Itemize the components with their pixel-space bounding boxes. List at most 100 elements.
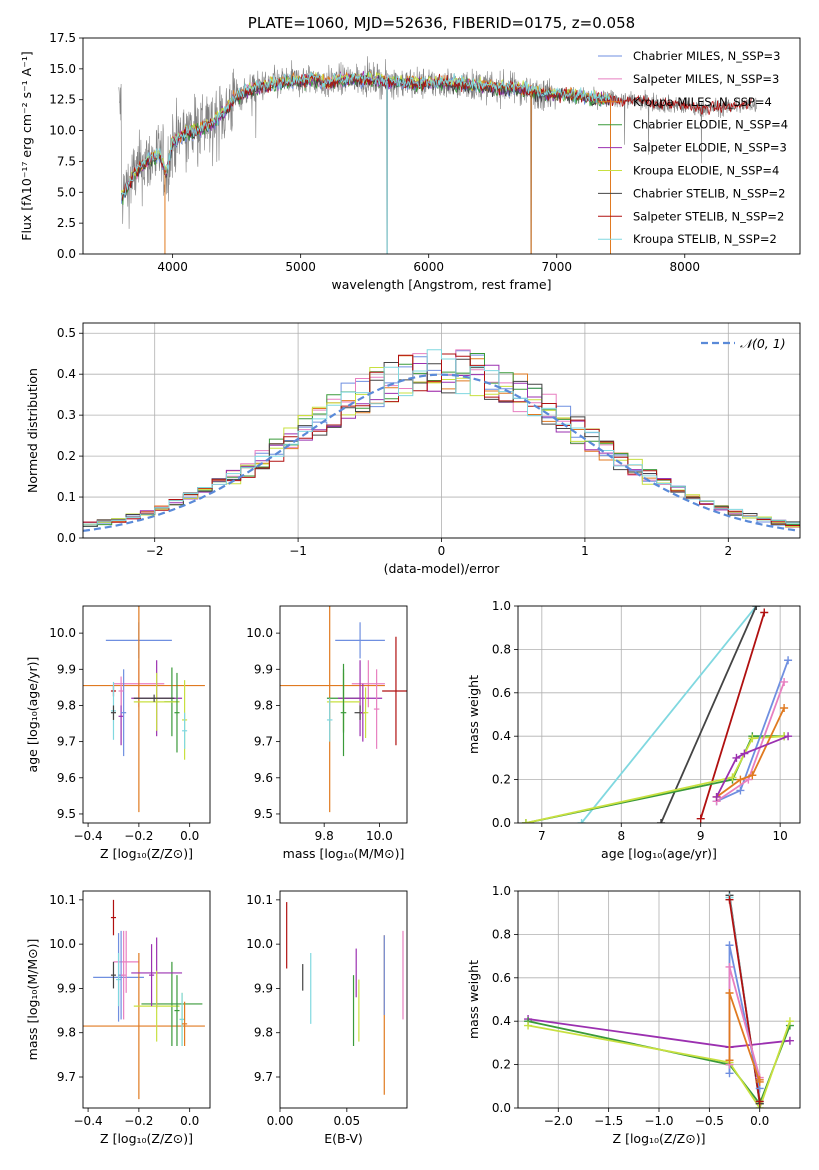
histogram-kroupa_stelib bbox=[83, 349, 800, 525]
y-tick-label: 9.5 bbox=[254, 807, 273, 821]
marker-salpeter_stelib bbox=[696, 814, 705, 823]
x-tick-label: 7 bbox=[538, 829, 546, 843]
x-tick-label: −0.4 bbox=[74, 829, 103, 843]
marker-chabrier_miles bbox=[725, 1069, 734, 1078]
age_vs_mass-plot-area bbox=[280, 606, 407, 813]
y-tick-label: 0.4 bbox=[492, 729, 511, 743]
y-tick-label: 0.2 bbox=[492, 773, 511, 787]
y-axis-label: mass weight bbox=[466, 960, 481, 1039]
marker-salpeter_stelib bbox=[755, 1097, 764, 1106]
marker-kroupa_elodie bbox=[521, 819, 530, 823]
x-tick-label: 10 bbox=[773, 829, 788, 843]
y-tick-label: 10.0 bbox=[246, 937, 273, 951]
y-tick-label: 9.7 bbox=[57, 1070, 76, 1084]
marker-chabrier_stelib bbox=[752, 606, 761, 610]
marker-kroupa_miles bbox=[755, 1075, 764, 1084]
x-tick-label: 8000 bbox=[669, 260, 700, 274]
legend-label-salpeter_elodie: Salpeter ELODIE, N_SSP=3 bbox=[633, 141, 787, 155]
y-tick-label: 0.0 bbox=[492, 816, 511, 830]
y-tick-label: 10.0 bbox=[49, 124, 76, 138]
line-salpeter_elodie bbox=[715, 735, 789, 798]
y-tick-label: 9.7 bbox=[254, 1070, 273, 1084]
x-axis-label: Z [log₁₀(Z/Z⊙)] bbox=[100, 1131, 193, 1146]
age_vs_Z-axes: −0.4 −0.2 0.0 9.5 9.6 9.7 9.8 9.9 10.0 Z [log₁₀(Z… bbox=[25, 605, 211, 861]
marker-kroupa_elodie bbox=[785, 1017, 794, 1026]
y-tick-label: 10.1 bbox=[246, 893, 273, 907]
y-tick-label: 10.0 bbox=[49, 937, 76, 951]
legend-label-chabrier_stelib: Chabrier STELIB, N_SSP=2 bbox=[633, 186, 785, 200]
y-tick-label: 0.2 bbox=[57, 449, 76, 463]
legend-label-salpeter_stelib: Salpeter STELIB, N_SSP=2 bbox=[633, 209, 784, 223]
x-tick-label: 4000 bbox=[157, 260, 188, 274]
marker-salpeter_elodie bbox=[785, 1036, 794, 1045]
y-tick-label: 0.1 bbox=[57, 490, 76, 504]
marker-salpeter_miles bbox=[725, 962, 734, 971]
y-tick-label: 9.8 bbox=[57, 1026, 76, 1040]
model-spectrum-line-kroupa_stelib bbox=[121, 71, 611, 200]
x-tick-label: 2 bbox=[724, 544, 732, 558]
marker-kroupa_stelib bbox=[577, 819, 586, 823]
y-tick-label: 9.6 bbox=[57, 771, 76, 785]
mass_vs_Z-axes: −0.4 −0.2 0.0 9.7 9.8 9.9 10.0 10.1 Z [log₁₀(Z/Z… bbox=[25, 890, 211, 1146]
marker-salpeter_elodie bbox=[732, 753, 741, 762]
y-tick-label: 0.6 bbox=[492, 686, 511, 700]
x-tick-label: 7000 bbox=[541, 260, 572, 274]
line-kroupa_stelib bbox=[580, 606, 758, 823]
marker-kroupa_miles bbox=[725, 1056, 734, 1065]
axes-frame bbox=[517, 605, 801, 824]
y-tick-label: 0.8 bbox=[492, 927, 511, 941]
x-axis-label: wavelength [Angstrom, rest frame] bbox=[331, 277, 551, 292]
x-tick-label: 0.0 bbox=[750, 1114, 769, 1128]
y-tick-label: 1.0 bbox=[492, 599, 511, 613]
x-tick-label: −0.4 bbox=[74, 1114, 103, 1128]
x-tick-label: 0 bbox=[438, 544, 446, 558]
y-tick-label: 7.5 bbox=[57, 154, 76, 168]
x-tick-label: 1 bbox=[581, 544, 589, 558]
x-tick-label: −1 bbox=[289, 544, 307, 558]
marker-kroupa_elodie bbox=[524, 1021, 533, 1030]
y-tick-label: 0.8 bbox=[492, 642, 511, 656]
x-tick-label: −0.2 bbox=[124, 829, 153, 843]
legend-label-normal: 𝒩(0, 1) bbox=[740, 336, 786, 351]
residuals-plot-area bbox=[83, 349, 800, 532]
y-tick-label: 10.0 bbox=[49, 626, 76, 640]
y-axis-label: Flux [fλ10⁻¹⁷ erg cm⁻² s⁻¹ A⁻¹] bbox=[19, 51, 34, 240]
legend-label-chabrier_elodie: Chabrier ELODIE, N_SSP=4 bbox=[633, 118, 788, 132]
y-tick-label: 1.0 bbox=[492, 884, 511, 898]
line-chabrier_stelib bbox=[660, 606, 758, 823]
legend-label-salpeter_miles: Salpeter MILES, N_SSP=3 bbox=[633, 72, 779, 86]
y-tick-label: 15.0 bbox=[49, 62, 76, 76]
y-tick-label: 9.9 bbox=[57, 981, 76, 995]
y-tick-label: 10.1 bbox=[49, 893, 76, 907]
y-tick-label: 9.7 bbox=[57, 735, 76, 749]
marker-salpeter_miles bbox=[780, 677, 789, 686]
y-tick-label: 9.9 bbox=[254, 981, 273, 995]
line-kroupa_miles bbox=[716, 707, 785, 798]
marker-kroupa_miles bbox=[736, 775, 745, 784]
age_vs_Z-plot-area bbox=[83, 606, 205, 813]
x-axis-label: (data-model)/error bbox=[384, 561, 501, 576]
axes-frame bbox=[82, 37, 801, 255]
x-tick-label: 9.8 bbox=[315, 829, 334, 843]
y-axis-label: mass [log₁₀(M/M⊙)] bbox=[25, 939, 40, 1061]
x-axis-label: age [log₁₀(age/yr)] bbox=[601, 846, 717, 861]
residuals-axes: −2 −1 0 1 2 0.0 0.1 0.2 0.3 0.4 0.5 (data-model)/er… bbox=[25, 322, 801, 576]
y-tick-label: 0.0 bbox=[57, 531, 76, 545]
x-tick-label: 6000 bbox=[413, 260, 444, 274]
marker-salpeter_stelib bbox=[725, 895, 734, 904]
x-tick-label: −2 bbox=[146, 544, 164, 558]
x-tick-label: −2.0 bbox=[544, 1114, 573, 1128]
y-tick-label: 0.0 bbox=[57, 247, 76, 261]
x-tick-label: 0.0 bbox=[180, 1114, 199, 1128]
x-tick-label: 9 bbox=[697, 829, 705, 843]
marker-chabrier_miles bbox=[736, 786, 745, 795]
y-axis-label: Normed distribution bbox=[25, 368, 40, 493]
y-tick-label: 9.8 bbox=[254, 1026, 273, 1040]
age_vs_mass-axes: 9.8 10.0 9.5 9.6 9.7 9.8 9.9 10.0 mass [log₁₀(M/… bbox=[246, 605, 408, 861]
legend-label-kroupa_elodie: Kroupa ELODIE, N_SSP=4 bbox=[633, 164, 779, 178]
marker-salpeter_elodie bbox=[784, 732, 793, 741]
line-salpeter_miles bbox=[728, 966, 761, 1078]
y-tick-label: 9.8 bbox=[57, 698, 76, 712]
y-tick-label: 10.0 bbox=[246, 626, 273, 640]
